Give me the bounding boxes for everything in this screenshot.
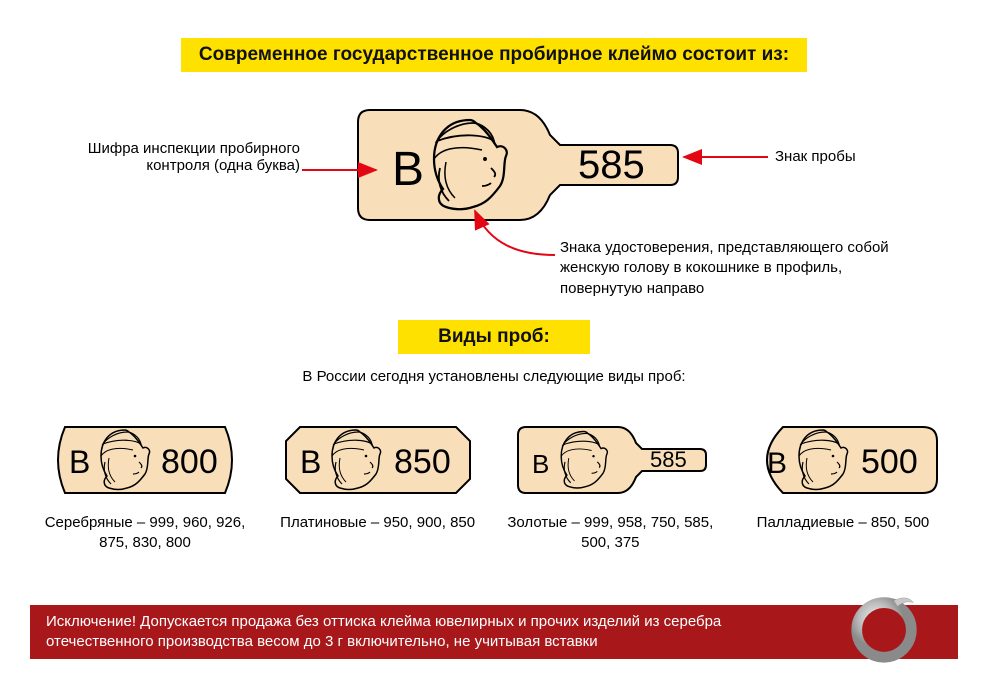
stamps-row: В 800 Серебряные – 999, 960, 926, 875, 8…	[40, 415, 948, 554]
svg-text:В: В	[69, 444, 90, 480]
arrow-bottom	[460, 205, 560, 260]
stamp-palladium-caption: Палладиевые – 850, 500	[757, 513, 930, 533]
title-1-text: Современное государственное пробирное кл…	[181, 38, 807, 72]
exception-text: Исключение! Допускается продажа без отти…	[46, 612, 798, 653]
label-fineness-mark: Знак пробы	[775, 148, 856, 165]
stamp-platinum: В 850 Платиновые – 950, 900, 850	[273, 415, 483, 554]
exception-band: Исключение! Допускается продажа без отти…	[30, 605, 958, 659]
ring-icon	[845, 587, 923, 665]
title-2-text: Виды проб:	[398, 320, 590, 354]
stamp-platinum-caption: Платиновые – 950, 900, 850	[280, 513, 475, 533]
arrow-left	[300, 150, 380, 190]
svg-text:В: В	[532, 449, 549, 479]
svg-text:500: 500	[861, 443, 918, 481]
title-band-1: Современное государственное пробирное кл…	[0, 38, 988, 72]
subtitle-text: В России сегодня установлены следующие в…	[0, 368, 988, 385]
stamp-gold-caption: Золотые – 999, 958, 750, 585, 500, 375	[505, 513, 715, 554]
stamp-silver: В 800 Серебряные – 999, 960, 926, 875, 8…	[40, 415, 250, 554]
title-band-2: Виды проб:	[0, 320, 988, 354]
stamp-palladium: В 500 Палладиевые – 850, 500	[738, 415, 948, 554]
label-head-mark: Знака удостоверения, представляющего соб…	[560, 238, 890, 299]
arrow-right	[680, 145, 770, 185]
label-inspection-code: Шифра инспекции пробирного контроля (одн…	[70, 140, 300, 174]
stamp-gold: В 585 Золотые – 999, 958, 750, 585, 500,…	[505, 415, 715, 554]
main-number: 585	[578, 143, 645, 187]
stamp-silver-caption: Серебряные – 999, 960, 926, 875, 830, 80…	[40, 513, 250, 554]
svg-text:800: 800	[161, 443, 218, 481]
main-letter: В	[392, 143, 424, 196]
svg-text:585: 585	[650, 447, 687, 472]
svg-text:В: В	[767, 447, 787, 480]
svg-text:В: В	[300, 444, 321, 480]
svg-text:850: 850	[394, 443, 451, 481]
